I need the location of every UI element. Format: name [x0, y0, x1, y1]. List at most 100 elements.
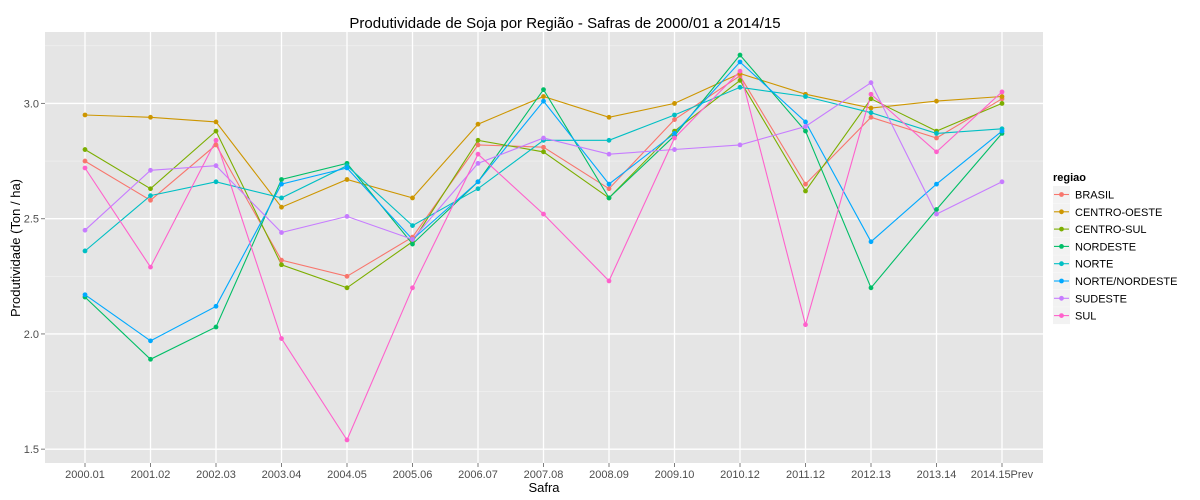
data-point-sudeste [672, 147, 677, 152]
data-point-brasil [344, 273, 350, 279]
data-point-nordeste [279, 177, 284, 182]
data-point-norte-nordeste [672, 131, 677, 136]
data-point-nordeste [803, 128, 808, 134]
data-point-nordeste [213, 324, 219, 330]
legend-point-norte-nordeste [1059, 278, 1064, 284]
data-point-sul [344, 437, 350, 443]
data-point-sudeste [344, 213, 350, 219]
data-point-centro-oeste [148, 114, 153, 120]
data-point-nordeste [148, 356, 153, 362]
y-tick-label: 1.5 [24, 444, 39, 456]
data-point-sudeste [213, 163, 219, 169]
data-point-centro-oeste [475, 121, 481, 127]
data-point-norte-nordeste [213, 303, 219, 309]
x-tick-label: 2010.12 [720, 469, 760, 481]
legend-label-norte: NORTE [1075, 259, 1113, 271]
data-point-sul [82, 165, 88, 171]
data-point-norte [410, 223, 415, 229]
legend-label-centro-sul: CENTRO-SUL [1075, 224, 1147, 236]
data-point-sul [410, 285, 415, 291]
data-point-sul [868, 91, 874, 97]
data-point-sudeste [82, 227, 88, 233]
data-point-sul [606, 278, 612, 284]
y-tick-label: 3.0 [24, 98, 39, 110]
data-point-sul [279, 336, 284, 341]
data-point-sul [213, 137, 219, 143]
data-point-centro-oeste [606, 114, 612, 120]
data-point-centro-sul [541, 149, 546, 155]
x-axis-ticks: 2000.01 2001.02 2002.03 2003.04 2004.05 2005.… [65, 463, 1034, 481]
x-tick-label: 2009.10 [655, 469, 695, 481]
data-point-norte-nordeste [279, 181, 284, 187]
data-point-norte [606, 137, 612, 143]
data-point-centro-oeste [999, 94, 1005, 99]
legend-point-sul [1059, 313, 1064, 318]
legend-label-sul: SUL [1075, 311, 1096, 323]
data-point-sul [803, 322, 808, 328]
data-point-sudeste [737, 142, 743, 148]
x-tick-label: 2014.15Prev [971, 469, 1034, 481]
data-point-norte-nordeste [606, 181, 612, 187]
data-point-norte-nordeste [344, 165, 350, 171]
legend-point-brasil [1059, 192, 1064, 197]
data-point-brasil [934, 135, 939, 141]
data-point-centro-oeste [279, 204, 284, 210]
data-point-nordeste [541, 87, 546, 93]
data-point-brasil [82, 158, 88, 164]
data-point-norte-nordeste [541, 98, 546, 104]
data-point-sul [934, 149, 939, 155]
data-point-norte-nordeste [737, 59, 743, 65]
data-point-centro-sul [868, 96, 874, 102]
x-tick-label: 2000.01 [65, 469, 105, 481]
data-point-nordeste [606, 195, 612, 201]
data-point-centro-sul [213, 128, 219, 134]
data-point-sul [475, 151, 481, 157]
x-tick-label: 2006.07 [458, 469, 498, 481]
data-point-centro-sul [279, 262, 284, 268]
data-point-centro-sul [737, 78, 743, 83]
data-point-centro-oeste [934, 98, 939, 104]
data-point-centro-sul [344, 285, 350, 291]
x-tick-label: 2001.02 [131, 469, 171, 481]
data-point-norte [803, 94, 808, 99]
legend-point-norte [1059, 261, 1064, 267]
data-point-sudeste [279, 230, 284, 235]
x-tick-label: 2007.08 [524, 469, 564, 481]
data-point-norte [279, 195, 284, 201]
y-axis-ticks: 1.5 2.0 2.5 3.0 [24, 98, 45, 456]
data-point-sul [999, 89, 1005, 95]
data-point-norte [148, 193, 153, 199]
data-point-centro-sul [999, 101, 1005, 106]
legend-point-centro-oeste [1059, 209, 1064, 215]
legend-label-sudeste: SUDESTE [1075, 293, 1127, 305]
data-point-norte-nordeste [934, 181, 939, 187]
data-point-brasil [475, 142, 481, 148]
data-point-centro-sul [148, 186, 153, 192]
data-point-brasil [148, 197, 153, 203]
data-point-sudeste [148, 167, 153, 173]
y-tick-label: 2.5 [24, 214, 39, 226]
legend-label-brasil: BRASIL [1075, 190, 1114, 202]
data-point-brasil [213, 142, 219, 148]
data-point-norte [934, 131, 939, 136]
data-point-norte-nordeste [999, 128, 1005, 134]
data-point-norte [737, 84, 743, 90]
data-point-nordeste [737, 52, 743, 58]
data-point-sudeste [999, 179, 1005, 185]
data-point-sul [672, 135, 677, 141]
data-point-brasil [541, 144, 546, 150]
data-point-norte-nordeste [475, 179, 481, 185]
data-point-centro-oeste [213, 119, 219, 125]
data-point-sudeste [475, 160, 481, 166]
data-point-nordeste [410, 241, 415, 247]
data-point-norte [82, 248, 88, 254]
x-tick-label: 2003.04 [262, 469, 302, 481]
x-tick-label: 2012.13 [851, 469, 891, 481]
data-point-sudeste [541, 135, 546, 141]
data-point-sul [737, 68, 743, 74]
data-point-sul [148, 264, 153, 270]
data-point-sudeste [803, 124, 808, 129]
series-points [82, 52, 1005, 443]
legend-label-centro-oeste: CENTRO-OESTE [1075, 207, 1162, 219]
